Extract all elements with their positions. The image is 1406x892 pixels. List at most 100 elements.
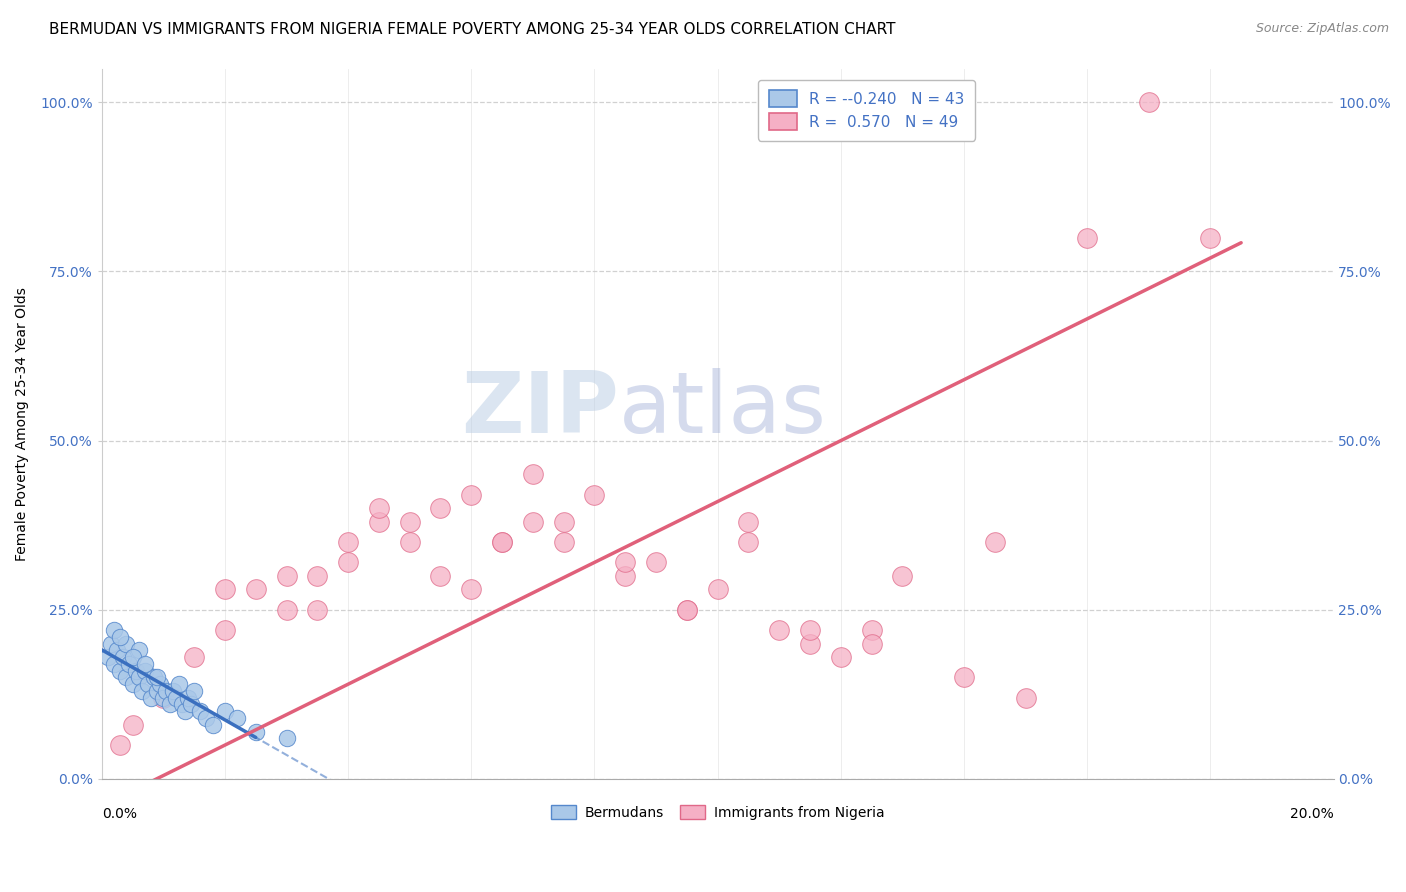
Point — [134, 664, 156, 678]
Point — [105, 643, 128, 657]
Point — [245, 724, 267, 739]
Point — [110, 630, 132, 644]
Point — [307, 569, 329, 583]
Point — [195, 711, 218, 725]
Point — [337, 535, 360, 549]
Point — [152, 690, 174, 705]
Point — [522, 515, 544, 529]
Text: 20.0%: 20.0% — [1289, 807, 1333, 822]
Point — [112, 650, 135, 665]
Point — [367, 501, 389, 516]
Point — [860, 637, 883, 651]
Point — [121, 677, 143, 691]
Point — [276, 569, 298, 583]
Point — [553, 535, 575, 549]
Point — [583, 488, 606, 502]
Point — [491, 535, 513, 549]
Point — [177, 690, 200, 705]
Point — [460, 488, 482, 502]
Point — [676, 603, 699, 617]
Point — [143, 670, 166, 684]
Y-axis label: Female Poverty Among 25-34 Year Olds: Female Poverty Among 25-34 Year Olds — [15, 287, 30, 561]
Point — [110, 664, 132, 678]
Point — [139, 690, 162, 705]
Point — [201, 718, 224, 732]
Point — [103, 657, 125, 671]
Point — [152, 690, 174, 705]
Point — [737, 535, 759, 549]
Point — [799, 637, 821, 651]
Point — [115, 670, 138, 684]
Point — [984, 535, 1007, 549]
Text: Source: ZipAtlas.com: Source: ZipAtlas.com — [1256, 22, 1389, 36]
Point — [737, 515, 759, 529]
Point — [1199, 230, 1222, 244]
Point — [100, 637, 122, 651]
Point — [188, 704, 211, 718]
Point — [146, 684, 169, 698]
Point — [830, 650, 852, 665]
Point — [165, 690, 187, 705]
Point — [180, 698, 202, 712]
Point — [115, 637, 138, 651]
Point — [124, 664, 146, 678]
Point — [645, 556, 668, 570]
Point — [97, 650, 120, 665]
Point — [460, 582, 482, 597]
Point — [136, 677, 159, 691]
Point — [155, 684, 177, 698]
Point — [337, 556, 360, 570]
Point — [768, 623, 790, 637]
Point — [134, 657, 156, 671]
Point — [706, 582, 728, 597]
Point — [174, 704, 197, 718]
Point — [245, 582, 267, 597]
Point — [131, 684, 153, 698]
Point — [953, 670, 976, 684]
Point — [183, 650, 205, 665]
Point — [553, 515, 575, 529]
Point — [146, 670, 169, 684]
Point — [429, 569, 451, 583]
Text: 0.0%: 0.0% — [101, 807, 136, 822]
Legend: Bermudans, Immigrants from Nigeria: Bermudans, Immigrants from Nigeria — [546, 800, 890, 825]
Text: ZIP: ZIP — [461, 368, 619, 451]
Point — [429, 501, 451, 516]
Point — [162, 684, 184, 698]
Point — [214, 704, 236, 718]
Point — [522, 467, 544, 482]
Point — [103, 623, 125, 637]
Point — [214, 623, 236, 637]
Point — [860, 623, 883, 637]
Point — [149, 677, 172, 691]
Point — [183, 684, 205, 698]
Text: atlas: atlas — [619, 368, 827, 451]
Point — [226, 711, 249, 725]
Point — [1137, 95, 1160, 110]
Point — [276, 603, 298, 617]
Point — [276, 731, 298, 746]
Point — [891, 569, 914, 583]
Point — [128, 670, 150, 684]
Point — [118, 657, 141, 671]
Point — [128, 643, 150, 657]
Point — [167, 677, 190, 691]
Point — [121, 718, 143, 732]
Point — [214, 582, 236, 597]
Point — [398, 515, 420, 529]
Point — [676, 603, 699, 617]
Point — [1014, 690, 1036, 705]
Point — [491, 535, 513, 549]
Point — [614, 569, 637, 583]
Point — [307, 603, 329, 617]
Point — [159, 698, 181, 712]
Point — [367, 515, 389, 529]
Point — [170, 698, 193, 712]
Point — [1076, 230, 1098, 244]
Text: BERMUDAN VS IMMIGRANTS FROM NIGERIA FEMALE POVERTY AMONG 25-34 YEAR OLDS CORRELA: BERMUDAN VS IMMIGRANTS FROM NIGERIA FEMA… — [49, 22, 896, 37]
Point — [614, 556, 637, 570]
Point — [799, 623, 821, 637]
Point — [110, 738, 132, 752]
Point — [121, 650, 143, 665]
Point — [398, 535, 420, 549]
